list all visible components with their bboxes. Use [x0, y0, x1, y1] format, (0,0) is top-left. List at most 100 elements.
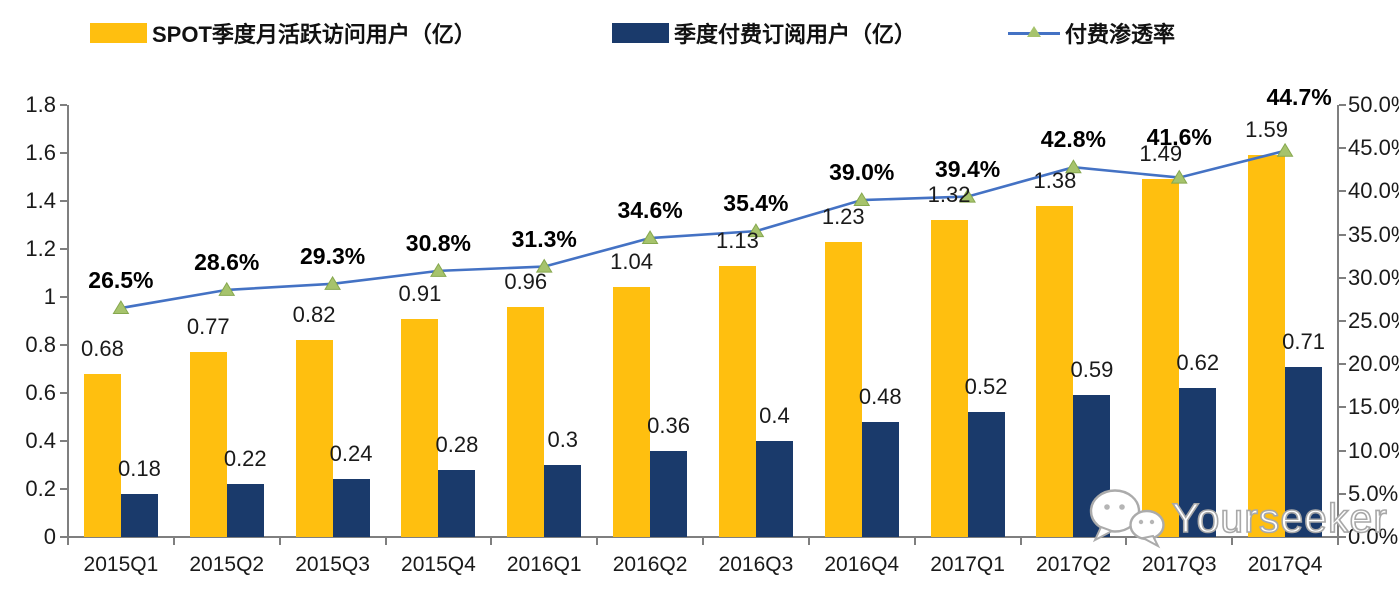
right-axis-tick: [1339, 233, 1346, 236]
subscribers-bar-label: 0.22: [223, 446, 267, 472]
right-axis-tick: [1339, 320, 1346, 322]
right-axis-tick: [1339, 406, 1346, 409]
penetration-legend-label: 付费渗透率: [1065, 22, 1176, 47]
left-axis-tick-label: 1.4: [25, 188, 56, 213]
subscribers-legend-label: 季度付费订阅用户（亿）: [674, 22, 917, 47]
left-axis-tick-label: 1.2: [25, 236, 56, 261]
subscribers-bar: [438, 469, 476, 537]
left-axis-tick-label: 1.6: [25, 140, 56, 165]
x-axis-label: 2015Q1: [83, 553, 159, 576]
right-axis-tick-label: 5.0%: [1348, 480, 1399, 506]
left-axis-tick-label: 0: [43, 524, 56, 549]
mau-bar: [718, 265, 756, 537]
penetration-label: 41.6%: [1146, 123, 1212, 150]
x-axis-label: 2015Q2: [189, 553, 265, 576]
right-axis-tick-label: 45.0%: [1348, 135, 1399, 161]
mau-bar-label: 1.38: [1033, 167, 1077, 193]
triangle-marker: [112, 300, 130, 315]
mau-bar: [401, 318, 439, 537]
x-axis-label: 2017Q2: [1036, 553, 1111, 576]
subscribers-bar: [967, 412, 1005, 537]
legend-item-mau: SPOT季度月活跃访问用户（亿）: [90, 17, 476, 49]
left-axis-tick-label: 0.6: [25, 380, 56, 405]
left-axis-tick: [60, 440, 67, 442]
subscribers-bar-label: 0.52: [964, 374, 1008, 400]
right-axis-tick: [1339, 190, 1346, 193]
mau-bar: [613, 287, 651, 537]
right-axis-tick-label: 50.0%: [1348, 92, 1399, 117]
penetration-label: 30.8%: [405, 229, 472, 256]
subscribers-bar-label: 0.24: [329, 441, 373, 467]
x-axis-label: 2016Q4: [824, 553, 900, 576]
penetration-label: 29.3%: [299, 242, 366, 269]
penetration-label: 39.0%: [829, 159, 895, 186]
x-axis-tick: [596, 537, 599, 545]
right-axis-tick-label: 0.0%: [1348, 524, 1399, 549]
right-axis-tick-label: 25.0%: [1348, 308, 1399, 333]
subscribers-bar-label: 0.62: [1176, 350, 1220, 376]
left-axis-tick: [60, 488, 67, 490]
right-axis-tick: [1339, 492, 1346, 495]
right-axis-tick-label: 15.0%: [1348, 394, 1399, 420]
mau-bar-label: 1.13: [715, 227, 759, 253]
penetration-label: 35.4%: [723, 190, 789, 217]
left-axis-tick-label: 0.2: [25, 476, 56, 501]
legend-item-penetration: 付费渗透率: [1008, 17, 1175, 49]
mau-bar-label: 0.68: [80, 335, 124, 361]
x-axis-label: 2017Q4: [1247, 553, 1323, 576]
penetration-label: 42.8%: [1040, 126, 1107, 153]
left-axis-tick: [60, 296, 67, 298]
right-axis-tick: [1339, 363, 1346, 366]
left-axis-tick-label: 0.4: [25, 428, 56, 453]
left-axis-tick: [60, 200, 67, 202]
mau-bar: [507, 306, 545, 537]
subscribers-bar: [226, 484, 264, 537]
mau-bar-label: 1.23: [821, 203, 865, 229]
mau-bar: [83, 373, 121, 537]
right-axis-tick-label: 10.0%: [1348, 437, 1399, 463]
x-axis-tick: [67, 537, 69, 545]
subscribers-bar: [755, 441, 793, 537]
subscribers-bar-label: 0.59: [1070, 357, 1114, 383]
subscribers-bar: [1179, 388, 1217, 537]
legend-item-subscribers: 季度付费订阅用户（亿）: [612, 17, 916, 49]
subscribers-bar-label: 0.28: [435, 431, 479, 457]
subscribers-bar-label: 0.3: [547, 427, 579, 452]
mau-legend-label: SPOT季度月活跃访问用户（亿）: [152, 22, 476, 47]
triangle-marker: [324, 275, 341, 290]
subscribers-bar-label: 0.36: [647, 412, 690, 438]
x-axis-tick: [490, 537, 493, 545]
mau-bar: [189, 352, 227, 537]
mau-bar-label: 0.82: [292, 302, 336, 328]
x-axis-label: 2015Q3: [295, 553, 370, 576]
right-axis-tick: [1339, 449, 1346, 452]
left-axis-line: [67, 105, 69, 537]
triangle-marker: [430, 262, 447, 277]
mau-bar-label: 1.49: [1139, 141, 1183, 167]
x-axis-tick: [807, 537, 810, 545]
right-axis-tick: [1339, 147, 1346, 150]
right-axis-tick-label: 35.0%: [1348, 221, 1399, 247]
penetration-label: 31.3%: [511, 225, 577, 252]
mau-bar-label: 0.96: [504, 268, 548, 294]
penetration-label: 44.7%: [1266, 83, 1332, 110]
x-axis-label: 2016Q3: [718, 553, 794, 576]
right-axis-tick: [1339, 536, 1346, 538]
subscribers-bar: [332, 479, 370, 537]
mau-bar-label: 1.59: [1245, 117, 1288, 143]
mau-bar: [295, 340, 333, 537]
mau-bar-label: 0.77: [186, 314, 230, 340]
right-axis-tick: [1339, 276, 1346, 279]
x-axis-label: 2015Q4: [401, 553, 476, 576]
wechat-icon: [1089, 489, 1165, 549]
subscribers-bar-label: 0.48: [858, 383, 902, 409]
subscribers-bar: [544, 465, 582, 537]
mau-bar-label: 1.32: [927, 182, 971, 208]
penetration-label: 34.6%: [617, 197, 683, 224]
left-axis-tick-label: 1.8: [25, 92, 56, 117]
subscribers-bar-label: 0.71: [1282, 328, 1325, 354]
right-axis-tick-label: 20.0%: [1348, 351, 1399, 377]
x-axis-tick: [702, 537, 704, 545]
x-axis-tick: [278, 537, 281, 545]
penetration-label: 39.4%: [934, 155, 1001, 182]
